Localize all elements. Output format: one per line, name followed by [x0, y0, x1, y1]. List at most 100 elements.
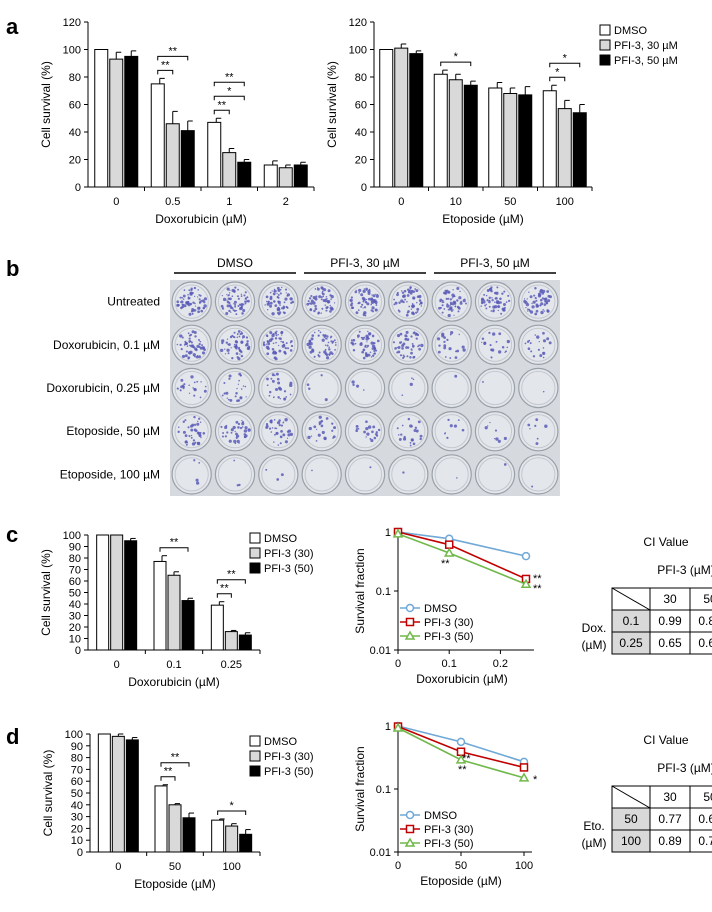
bar [239, 833, 253, 853]
legend-label: PFI-3 (30) [424, 617, 474, 629]
legend-label: PFI-3 (50) [424, 838, 474, 850]
colony [456, 349, 460, 353]
colony [494, 305, 496, 307]
colony [247, 344, 249, 347]
y-tick-label: 0.1 [376, 784, 391, 796]
colony [203, 348, 206, 351]
significance-mark: * [227, 85, 232, 97]
bar [518, 94, 533, 188]
colony [396, 427, 399, 430]
colony [221, 435, 224, 438]
y-axis-label: Cell survival (%) [39, 549, 53, 636]
colony [192, 301, 195, 304]
colony [280, 334, 283, 336]
colony [193, 423, 197, 426]
y-tick-label: 70 [69, 565, 81, 577]
culture-well [518, 324, 559, 365]
colony [188, 289, 191, 292]
colony [447, 313, 451, 318]
colony [418, 294, 422, 299]
legend-swatch [599, 54, 611, 66]
colony [328, 354, 331, 356]
colony [531, 305, 535, 309]
colony [308, 345, 312, 349]
colony [535, 418, 539, 422]
colony [542, 331, 545, 335]
colony [367, 353, 371, 357]
ci-row-label: Eto. [583, 819, 604, 833]
colony [228, 294, 230, 297]
colony [196, 422, 200, 426]
colony [187, 357, 190, 360]
colony [333, 302, 336, 304]
colony [198, 343, 201, 346]
plate-row-label: Doxorubicin, 0.25 µM [46, 381, 160, 395]
colony [415, 334, 417, 337]
colony [396, 293, 399, 297]
culture-well [344, 454, 386, 495]
colony [315, 295, 318, 298]
well-rim [174, 284, 209, 319]
colony [235, 309, 238, 312]
legend-swatch [249, 765, 261, 777]
panel-label-a: a [6, 14, 19, 39]
well-rim [261, 414, 296, 449]
ci-value-cell [689, 631, 712, 655]
chart-a-doxorubicin-bars: 0 20 40 60 80 100 120 Cell survival (%) 0 0.5 1 2 Do… [39, 17, 315, 226]
colony [366, 344, 370, 348]
colony [274, 331, 277, 334]
bar [237, 161, 252, 188]
colony [275, 372, 279, 376]
bar [180, 130, 195, 188]
colony [184, 440, 188, 444]
colony [456, 477, 458, 479]
well-rim [304, 327, 339, 362]
colony [525, 303, 530, 307]
colony [187, 293, 189, 296]
colony [239, 396, 243, 400]
bar [224, 631, 238, 651]
x-tick-label: 0.2 [493, 658, 508, 670]
colony [240, 374, 242, 377]
colony [178, 426, 180, 429]
colony [272, 396, 275, 399]
colony [188, 384, 190, 387]
colony [505, 301, 508, 303]
x-tick-label: 50 [504, 196, 516, 208]
ci-table-doxorubicin: CI Value PFI-3 (µM) Dox. (µM) 30 50 0.1 0.99 0.8… [582, 535, 712, 655]
colony [330, 307, 334, 311]
colony [279, 435, 283, 439]
colony [275, 431, 279, 435]
colony [282, 433, 286, 437]
colony [187, 296, 190, 299]
colony [532, 355, 536, 358]
significance-mark: ** [225, 71, 234, 83]
colony [316, 287, 320, 291]
colony [317, 334, 320, 337]
colony [314, 307, 318, 311]
colony [237, 288, 239, 291]
colony [201, 351, 206, 355]
colony [285, 342, 288, 345]
plate-group-label: PFI-3, 50 µM [460, 256, 530, 270]
y-tick-label: 70 [71, 764, 83, 776]
colony [458, 296, 462, 300]
ci-value: 0.99 [658, 614, 682, 628]
colony [371, 294, 373, 296]
colony [324, 348, 327, 351]
x-axis-label: Etoposide (µM) [420, 874, 502, 888]
colony [408, 289, 411, 292]
legend-marker [404, 837, 416, 847]
colony [284, 346, 287, 350]
significance-mark: * [533, 774, 538, 786]
colony [181, 297, 183, 299]
colony [360, 342, 363, 345]
colony [280, 429, 283, 433]
well-rim [347, 370, 383, 406]
colony [226, 348, 230, 352]
chart-a-etoposide-bars: 0 20 40 60 80 100 120 Cell survival (%) 0 10 50 100… [325, 17, 678, 226]
colony [365, 436, 367, 438]
significance-mark: ** [441, 558, 450, 570]
colony [277, 306, 280, 309]
colony [196, 355, 199, 357]
